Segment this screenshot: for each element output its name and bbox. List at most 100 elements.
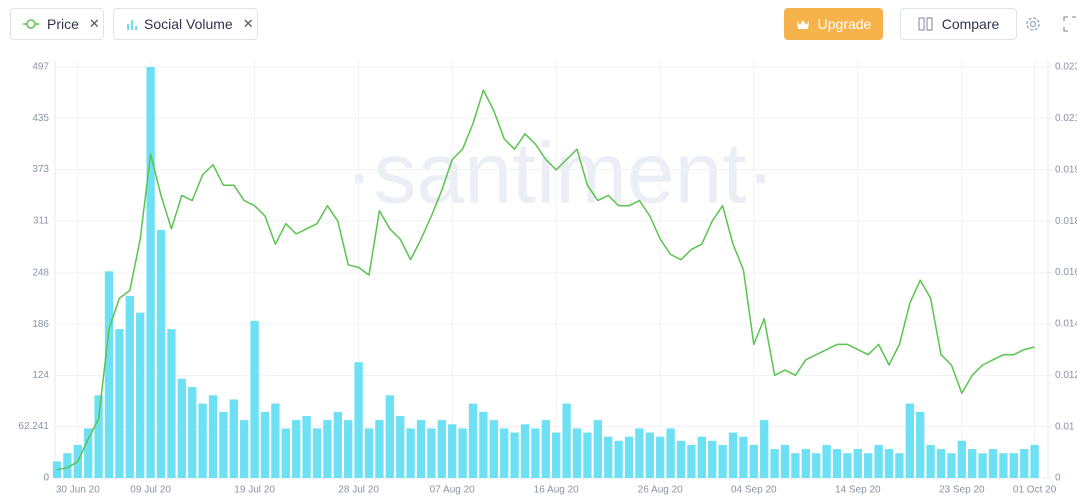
bar	[437, 420, 446, 478]
y2-tick-label: 0.014	[1055, 319, 1077, 330]
bar	[115, 329, 124, 478]
bar	[448, 424, 457, 478]
watermark: ·santiment·	[345, 126, 775, 222]
x-tick-label: 14 Sep 20	[835, 485, 881, 496]
bar	[593, 420, 602, 478]
bar	[333, 411, 342, 478]
x-tick-label: 23 Sep 20	[939, 485, 985, 496]
bar	[604, 436, 613, 478]
bar	[427, 428, 436, 478]
bar	[416, 420, 426, 478]
y2-tick-label: 0.019	[1055, 164, 1077, 175]
bar	[500, 428, 509, 478]
bar	[167, 329, 176, 478]
bar	[728, 432, 738, 478]
bar	[988, 449, 998, 478]
bar	[697, 436, 706, 478]
bar	[188, 387, 197, 478]
bar	[125, 296, 134, 478]
bar	[624, 436, 634, 478]
bar	[968, 449, 977, 478]
bar	[812, 453, 821, 478]
settings-icon[interactable]	[1024, 15, 1042, 33]
upgrade-button[interactable]: Upgrade	[784, 8, 883, 40]
bar	[916, 411, 925, 478]
y-tick-label: 435	[32, 113, 49, 124]
y2-tick-label: 0.016	[1055, 267, 1077, 278]
legend-chip[interactable]: Social Volume ✕	[113, 8, 258, 40]
bar	[635, 428, 644, 478]
y2-tick-label: 0	[1055, 473, 1061, 484]
bar	[458, 428, 467, 478]
bar	[874, 444, 883, 478]
bar	[645, 432, 654, 478]
y-tick-label: 248	[32, 268, 49, 279]
compare-button[interactable]: Compare	[900, 8, 1017, 40]
bar	[489, 420, 498, 478]
bar	[292, 420, 301, 478]
y-tick-label: 311	[33, 215, 49, 226]
bar	[541, 420, 550, 478]
bar	[1030, 444, 1039, 478]
y-tick-label: 186	[32, 319, 49, 330]
bar	[687, 444, 696, 478]
bar	[229, 399, 238, 478]
bar	[281, 428, 290, 478]
bar	[375, 420, 384, 478]
bar	[354, 362, 363, 478]
button-label: Upgrade	[817, 16, 872, 32]
bar	[749, 444, 758, 478]
x-tick-label: 28 Jul 20	[338, 485, 379, 496]
y-tick-label: 62.241	[18, 421, 49, 432]
bar	[853, 449, 862, 478]
bar	[364, 428, 374, 478]
remove-icon[interactable]: ✕	[88, 16, 100, 31]
bar	[198, 403, 207, 478]
price-line	[56, 89, 1035, 471]
bar	[760, 420, 769, 478]
legend-label: Price	[47, 16, 79, 32]
y-tick-label: 373	[32, 164, 49, 175]
bar	[344, 420, 353, 478]
bar	[905, 403, 914, 478]
bar	[396, 415, 405, 478]
bar	[63, 453, 72, 478]
bar	[780, 444, 790, 478]
bar	[323, 420, 332, 478]
x-tick-label: 26 Aug 20	[638, 485, 683, 496]
bar	[947, 453, 956, 478]
x-tick-label: 01 Oct 20	[1013, 485, 1057, 496]
volume-icon	[127, 20, 137, 30]
price-icon	[23, 19, 39, 29]
bar	[936, 449, 946, 478]
bar	[385, 395, 394, 478]
fullscreen-icon[interactable]	[1062, 15, 1077, 33]
x-tick-label: 04 Sep 20	[731, 485, 777, 496]
x-tick-label: 19 Jul 20	[234, 485, 275, 496]
bar	[656, 436, 665, 478]
bar	[999, 453, 1008, 478]
bar	[572, 428, 582, 478]
y-tick-label: 124	[32, 370, 49, 381]
remove-icon[interactable]: ✕	[242, 16, 254, 31]
compare-icon	[918, 17, 933, 31]
bar	[739, 436, 748, 478]
bar	[146, 67, 155, 478]
bar	[219, 411, 228, 478]
legend-chip[interactable]: Price ✕	[10, 8, 104, 40]
bar	[895, 453, 904, 478]
bar	[136, 312, 145, 478]
bar	[552, 432, 561, 478]
bar	[208, 395, 218, 478]
bar	[156, 229, 166, 478]
y2-tick-label: 0.01	[1055, 421, 1075, 432]
bar	[770, 449, 779, 478]
bar	[240, 420, 249, 478]
bar	[926, 444, 935, 478]
bar	[271, 403, 280, 478]
bar	[832, 449, 842, 478]
bar	[562, 403, 571, 478]
bar	[884, 449, 894, 478]
x-tick-label: 30 Jun 20	[56, 485, 100, 496]
